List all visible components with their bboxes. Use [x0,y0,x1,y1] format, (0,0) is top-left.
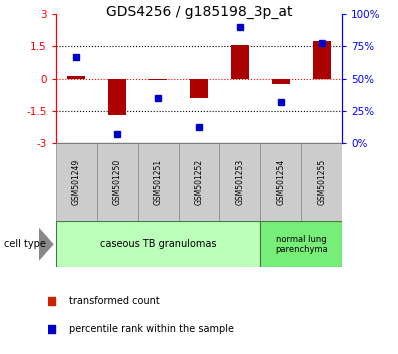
Text: caseous TB granulomas: caseous TB granulomas [100,239,216,249]
Bar [219,143,260,221]
Bar [260,221,342,267]
Bar [260,143,301,221]
Bar [231,45,249,79]
Bar [56,143,97,221]
Text: GSM501251: GSM501251 [154,159,162,205]
Bar [272,79,290,84]
Bar [190,79,208,98]
Bar [108,79,126,115]
Bar [67,75,86,79]
Bar [149,79,167,80]
Text: GSM501254: GSM501254 [276,159,285,205]
Bar [138,143,179,221]
Bar [179,143,219,221]
Text: GSM501253: GSM501253 [236,159,244,205]
Text: percentile rank within the sample: percentile rank within the sample [69,324,234,334]
Text: normal lung
parenchyma: normal lung parenchyma [275,235,328,254]
Bar [97,143,138,221]
Text: GSM501250: GSM501250 [113,159,122,205]
Polygon shape [39,227,54,261]
Text: GSM501249: GSM501249 [72,159,81,205]
Text: GSM501255: GSM501255 [317,159,326,205]
Bar [312,41,331,79]
Text: GDS4256 / g185198_3p_at: GDS4256 / g185198_3p_at [106,5,292,19]
Text: cell type: cell type [4,239,46,249]
Bar [56,221,260,267]
Text: transformed count: transformed count [69,296,160,306]
Bar [301,143,342,221]
Text: GSM501252: GSM501252 [195,159,203,205]
